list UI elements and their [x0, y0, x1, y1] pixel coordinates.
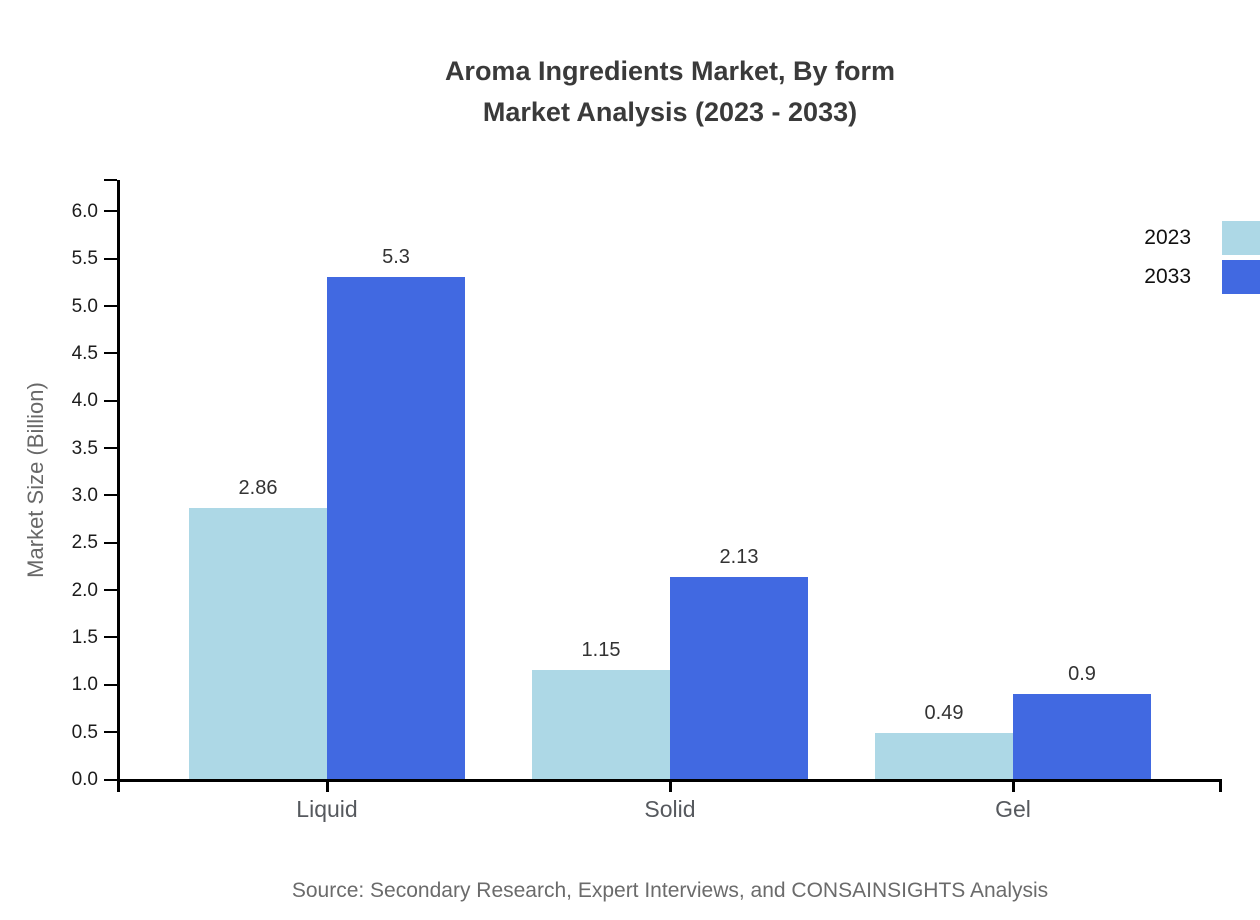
y-axis-line [117, 180, 120, 792]
x-tick-mark [1011, 780, 1015, 792]
y-tick-mark [104, 399, 117, 402]
y-tick-mark [104, 352, 117, 355]
x-category-label-liquid: Liquid [296, 796, 358, 822]
bar-2023-liquid [189, 508, 327, 779]
y-tick-mark [104, 305, 117, 308]
y-tick-label: 4.5 [71, 342, 98, 364]
bar-2023-gel [875, 732, 1013, 779]
legend-item-2033: 2033 [1144, 260, 1260, 294]
y-tick-mark [104, 636, 117, 639]
bar-2033-gel [1013, 693, 1151, 779]
y-tick-label: 3.5 [71, 437, 98, 459]
chart-title: Aroma Ingredients Market, By form Market… [80, 51, 1260, 133]
y-tick-label: 3.0 [71, 484, 98, 506]
bar-value-label: 0.49 [924, 701, 964, 724]
bar-value-label: 1.15 [581, 639, 621, 662]
chart-title-line1: Aroma Ingredients Market, By form [444, 56, 896, 86]
x-category-label-gel: Gel [995, 796, 1031, 822]
y-tick-mark [104, 778, 117, 781]
x-tick-mark [325, 780, 329, 792]
y-tick-label: 4.0 [71, 390, 98, 412]
y-tick-label: 6.0 [71, 200, 98, 222]
chart-title-line2: Market Analysis (2023 - 2033) [482, 97, 858, 127]
y-tick-mark [104, 589, 117, 592]
bar-value-label: 0.9 [1068, 662, 1096, 685]
chart-legend: 2023 2033 [1144, 221, 1260, 299]
y-tick-mark [104, 541, 117, 544]
bar-2033-solid [670, 577, 808, 779]
y-tick-label: 1.5 [71, 626, 98, 648]
y-tick-label: 0.0 [71, 769, 98, 790]
legend-swatch [1222, 260, 1260, 294]
y-tick-mark [104, 257, 117, 260]
y-tick-mark [104, 447, 117, 450]
legend-label: 2033 [1144, 265, 1191, 288]
y-tick-mark [104, 683, 117, 686]
bar-2023-solid [532, 670, 670, 779]
bar-value-label: 5.3 [382, 246, 410, 269]
y-axis-end-tick [104, 179, 117, 181]
legend-item-2023: 2023 [1144, 221, 1260, 255]
x-axis-end-tick [1219, 779, 1222, 792]
y-tick-label: 5.5 [71, 248, 98, 270]
y-tick-label: 1.0 [71, 674, 98, 696]
y-tick-label: 2.0 [71, 579, 98, 601]
bar-value-label: 2.13 [719, 546, 759, 569]
bar-value-label: 2.86 [238, 477, 278, 500]
y-tick-mark [104, 494, 117, 497]
y-tick-label: 0.5 [71, 721, 98, 743]
legend-label: 2023 [1144, 226, 1191, 249]
legend-swatch [1222, 221, 1260, 255]
bar-2033-liquid [327, 277, 465, 779]
source-note: Source: Secondary Research, Expert Inter… [291, 879, 1049, 902]
y-tick-mark [104, 731, 117, 734]
y-tick-label: 5.0 [71, 295, 98, 317]
y-tick-mark [104, 210, 117, 213]
x-tick-mark [668, 780, 672, 792]
y-tick-label: 2.5 [71, 532, 98, 554]
x-category-label-solid: Solid [644, 796, 696, 822]
